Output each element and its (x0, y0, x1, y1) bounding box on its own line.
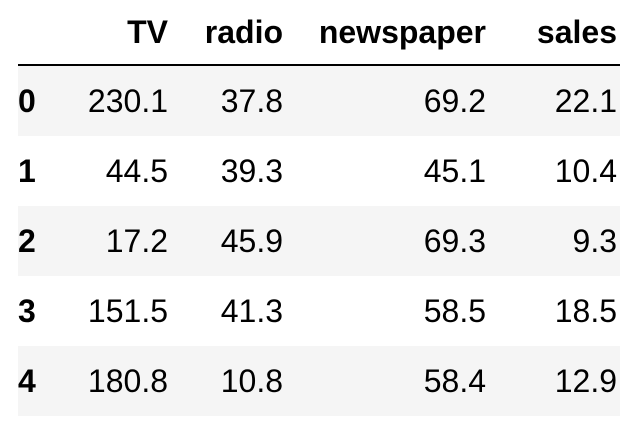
table-row: 0 230.1 37.8 69.2 22.1 (18, 65, 620, 136)
dataframe-table: TV radio newspaper sales 0 230.1 37.8 69… (18, 0, 620, 416)
table-row: 2 17.2 45.9 69.3 9.3 (18, 206, 620, 276)
column-header-radio: radio (171, 0, 286, 66)
cell-radio: 39.3 (171, 136, 286, 206)
row-index: 4 (18, 346, 68, 416)
row-index: 1 (18, 136, 68, 206)
cell-sales: 18.5 (489, 276, 620, 346)
cell-newspaper: 58.5 (286, 276, 489, 346)
cell-tv: 44.5 (68, 136, 171, 206)
column-header-newspaper: newspaper (286, 0, 489, 66)
cell-newspaper: 69.3 (286, 206, 489, 276)
cell-sales: 10.4 (489, 136, 620, 206)
cell-tv: 230.1 (68, 65, 171, 136)
row-index: 2 (18, 206, 68, 276)
row-index: 0 (18, 65, 68, 136)
table-body: 0 230.1 37.8 69.2 22.1 1 44.5 39.3 45.1 … (18, 65, 620, 416)
cell-newspaper: 58.4 (286, 346, 489, 416)
cell-newspaper: 69.2 (286, 65, 489, 136)
cell-sales: 9.3 (489, 206, 620, 276)
column-header-tv: TV (68, 0, 171, 66)
table-row: 1 44.5 39.3 45.1 10.4 (18, 136, 620, 206)
cell-radio: 37.8 (171, 65, 286, 136)
cell-radio: 41.3 (171, 276, 286, 346)
cell-newspaper: 45.1 (286, 136, 489, 206)
table-row: 3 151.5 41.3 58.5 18.5 (18, 276, 620, 346)
cell-radio: 10.8 (171, 346, 286, 416)
header-row: TV radio newspaper sales (18, 0, 620, 66)
cell-radio: 45.9 (171, 206, 286, 276)
table-row: 4 180.8 10.8 58.4 12.9 (18, 346, 620, 416)
column-header-sales: sales (489, 0, 620, 66)
index-header-cell (18, 0, 68, 66)
cell-tv: 180.8 (68, 346, 171, 416)
cell-sales: 22.1 (489, 65, 620, 136)
cell-tv: 151.5 (68, 276, 171, 346)
cell-sales: 12.9 (489, 346, 620, 416)
row-index: 3 (18, 276, 68, 346)
table-header: TV radio newspaper sales (18, 0, 620, 66)
cell-tv: 17.2 (68, 206, 171, 276)
